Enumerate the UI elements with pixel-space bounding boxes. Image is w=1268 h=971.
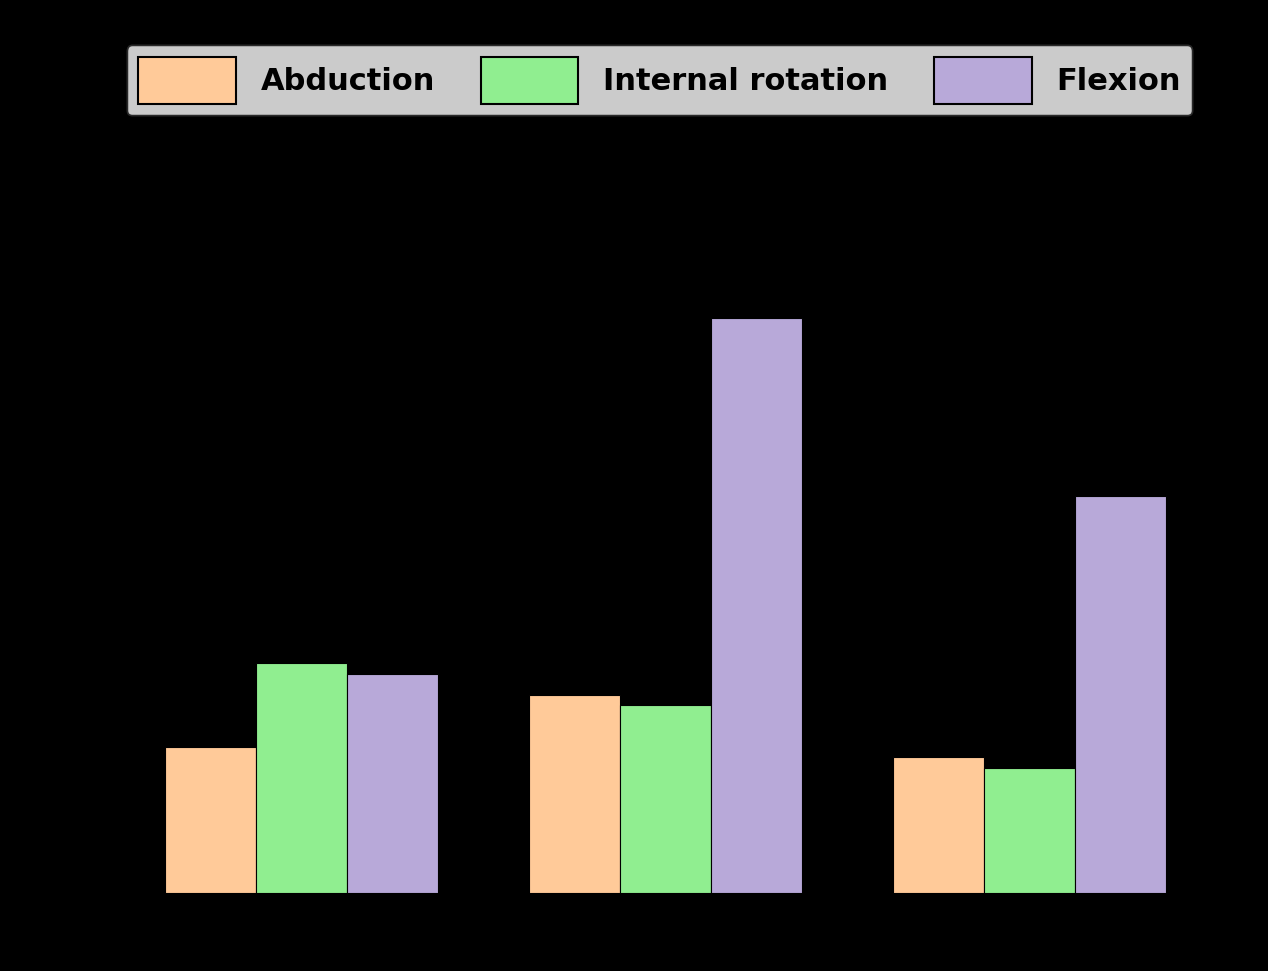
Bar xyxy=(711,318,803,893)
Bar xyxy=(165,747,256,893)
Bar xyxy=(347,674,439,893)
Bar xyxy=(256,663,347,893)
Bar xyxy=(984,768,1075,893)
Bar xyxy=(620,705,711,893)
Bar xyxy=(893,757,984,893)
Bar xyxy=(1075,496,1167,893)
Legend: Abduction, Internal rotation, Flexion: Abduction, Internal rotation, Flexion xyxy=(126,45,1193,117)
Bar xyxy=(529,694,620,893)
